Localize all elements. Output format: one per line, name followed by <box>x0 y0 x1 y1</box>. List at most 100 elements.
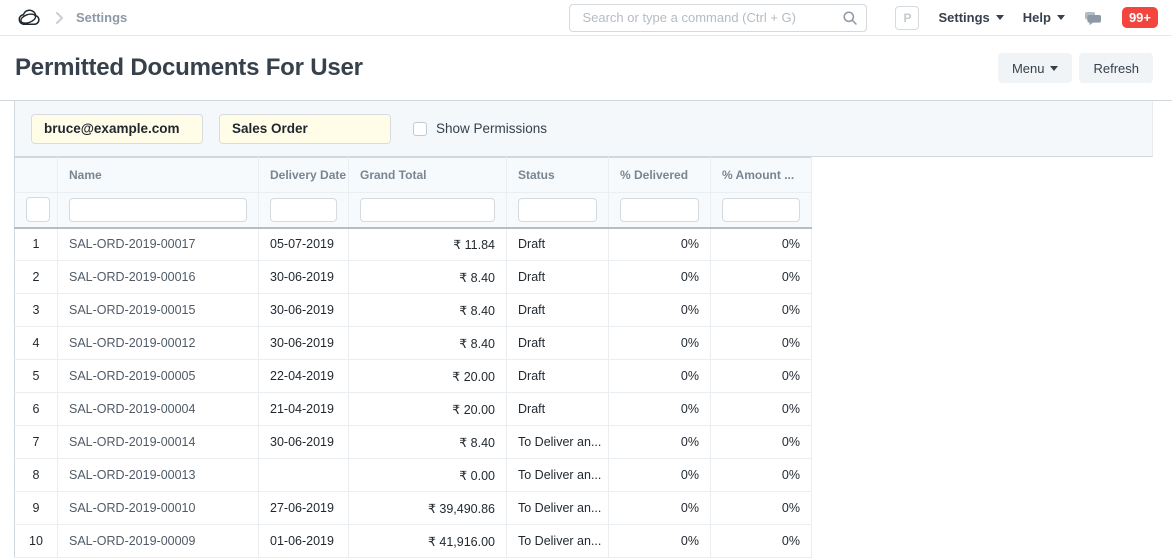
cell-name[interactable]: SAL-ORD-2019-00013 <box>57 458 259 492</box>
column-header-pct_amount[interactable]: % Amount ... <box>710 157 812 193</box>
column-header-pct_delivered[interactable]: % Delivered <box>608 157 711 193</box>
show-permissions-checkbox[interactable] <box>413 121 427 136</box>
navbar-left: Settings <box>16 7 127 28</box>
cell-pct_amount: 0% <box>710 326 812 360</box>
cell-row-index: 9 <box>14 491 58 525</box>
breadcrumb[interactable]: Settings <box>76 10 128 25</box>
global-search <box>569 3 868 32</box>
cell-row-index: 6 <box>14 392 58 426</box>
cell-status: Draft <box>506 359 609 393</box>
select-all-filter-box[interactable] <box>26 197 50 223</box>
show-permissions-label: Show Permissions <box>436 121 548 136</box>
column-filter-input-name[interactable] <box>69 197 247 222</box>
column-header-select[interactable] <box>14 157 58 193</box>
cell-pct_delivered: 0% <box>608 392 711 426</box>
cell-name[interactable]: SAL-ORD-2019-00016 <box>57 260 259 294</box>
cell-row-index: 3 <box>14 293 58 327</box>
doctype-filter-input[interactable] <box>219 113 391 144</box>
cell-row-index: 5 <box>14 359 58 393</box>
cell-name[interactable]: SAL-ORD-2019-00009 <box>57 524 259 558</box>
navbar-settings-dropdown[interactable]: Settings <box>938 10 1004 25</box>
notifications-badge[interactable]: 99+ <box>1121 7 1158 28</box>
cell-delivery_date: 27-06-2019 <box>258 491 349 525</box>
report-table: Name Delivery Date Grand Total Status% Deli… <box>14 157 812 558</box>
search-icon <box>842 10 858 26</box>
cell-grand_total: ₹ 8.40 <box>348 425 507 459</box>
cell-pct_amount: 0% <box>710 260 812 294</box>
cell-name[interactable]: SAL-ORD-2019-00012 <box>57 326 259 360</box>
column-filter-input-pct_amount[interactable] <box>722 197 800 222</box>
column-filter-input-grand_total[interactable] <box>360 197 495 222</box>
user-filter-input[interactable] <box>31 113 203 144</box>
column-header-status[interactable]: Status <box>506 157 609 193</box>
column-header-grand_total[interactable]: Grand Total <box>348 157 507 193</box>
table-row: 5 SAL-ORD-2019-00005 22-04-2019 ₹ 20.00 Draf… <box>14 359 812 393</box>
table-row: 2 SAL-ORD-2019-00016 30-06-2019 ₹ 8.40 Draft… <box>14 260 812 294</box>
cell-status: To Deliver an... <box>506 524 609 558</box>
cell-delivery_date: 30-06-2019 <box>258 260 349 294</box>
cell-pct_amount: 0% <box>710 359 812 393</box>
table-filter-row <box>14 192 812 229</box>
filter-cell-delivery_date <box>258 192 349 229</box>
cell-name[interactable]: SAL-ORD-2019-00014 <box>57 425 259 459</box>
cell-pct_amount: 0% <box>710 293 812 327</box>
cell-pct_delivered: 0% <box>608 326 711 360</box>
cell-name[interactable]: SAL-ORD-2019-00010 <box>57 491 259 525</box>
page-title: Permitted Documents For User <box>15 54 363 81</box>
filters-bar: Show Permissions <box>14 101 1153 157</box>
navbar-right: P Settings Help 99+ <box>895 5 1158 30</box>
cell-pct_amount: 0% <box>710 425 812 459</box>
cell-pct_amount: 0% <box>710 227 812 261</box>
column-header-delivery_date[interactable]: Delivery Date <box>258 157 349 193</box>
cell-pct_delivered: 0% <box>608 359 711 393</box>
show-permissions-toggle[interactable]: Show Permissions <box>413 121 547 136</box>
cell-name[interactable]: SAL-ORD-2019-00015 <box>57 293 259 327</box>
filter-cell-pct_delivered <box>608 192 711 229</box>
cell-delivery_date: 30-06-2019 <box>258 293 349 327</box>
cell-grand_total: ₹ 0.00 <box>348 458 507 492</box>
user-avatar[interactable]: P <box>895 5 920 30</box>
cell-row-index: 7 <box>14 425 58 459</box>
filter-cell-grand_total <box>348 192 507 229</box>
chevron-down-icon <box>1050 65 1059 71</box>
cell-row-index: 4 <box>14 326 58 360</box>
column-header-name[interactable]: Name <box>57 157 259 193</box>
cell-grand_total: ₹ 39,490.86 <box>348 491 507 525</box>
table-row: 6 SAL-ORD-2019-00004 21-04-2019 ₹ 20.00 Draf… <box>14 392 812 426</box>
cell-name[interactable]: SAL-ORD-2019-00005 <box>57 359 259 393</box>
table-row: 4 SAL-ORD-2019-00012 30-06-2019 ₹ 8.40 Draft… <box>14 326 812 360</box>
chat-icon[interactable] <box>1084 10 1103 26</box>
cell-delivery_date: 21-04-2019 <box>258 392 349 426</box>
cell-pct_amount: 0% <box>710 491 812 525</box>
column-filter-input-status[interactable] <box>518 197 597 222</box>
table-row: 9 SAL-ORD-2019-00010 27-06-2019 ₹ 39,490.86… <box>14 491 812 525</box>
cell-grand_total: ₹ 8.40 <box>348 326 507 360</box>
report-view: Name Delivery Date Grand Total Status% Deli… <box>14 157 1172 558</box>
page-head: Permitted Documents For User Menu Refres… <box>0 36 1172 101</box>
refresh-button[interactable]: Refresh <box>1079 53 1153 83</box>
cell-delivery_date: 01-06-2019 <box>258 524 349 558</box>
menu-button[interactable]: Menu <box>997 53 1073 83</box>
cell-name[interactable]: SAL-ORD-2019-00004 <box>57 392 259 426</box>
chevron-right-icon <box>55 11 64 24</box>
table-row: 10 SAL-ORD-2019-00009 01-06-2019 ₹ 41,916.0… <box>14 524 812 558</box>
cell-name[interactable]: SAL-ORD-2019-00017 <box>57 227 259 261</box>
filter-cell-name <box>57 192 259 229</box>
cell-status: Draft <box>506 326 609 360</box>
app-logo-icon[interactable] <box>16 7 43 28</box>
cell-delivery_date <box>258 458 349 492</box>
column-filter-input-pct_delivered[interactable] <box>620 197 699 222</box>
cell-pct_delivered: 0% <box>608 491 711 525</box>
column-filter-input-delivery_date[interactable] <box>270 197 337 222</box>
cell-row-index: 10 <box>14 524 58 558</box>
cell-row-index: 1 <box>14 227 58 261</box>
cell-delivery_date: 05-07-2019 <box>258 227 349 261</box>
navbar-help-dropdown[interactable]: Help <box>1023 10 1065 25</box>
navbar-settings-label: Settings <box>938 10 990 25</box>
cell-pct_amount: 0% <box>710 392 812 426</box>
search-input[interactable] <box>569 3 868 32</box>
filter-cell-select <box>14 192 58 229</box>
table-body: 1 SAL-ORD-2019-00017 05-07-2019 ₹ 11.84 Draf… <box>14 227 812 558</box>
cell-pct_delivered: 0% <box>608 260 711 294</box>
cell-grand_total: ₹ 8.40 <box>348 260 507 294</box>
